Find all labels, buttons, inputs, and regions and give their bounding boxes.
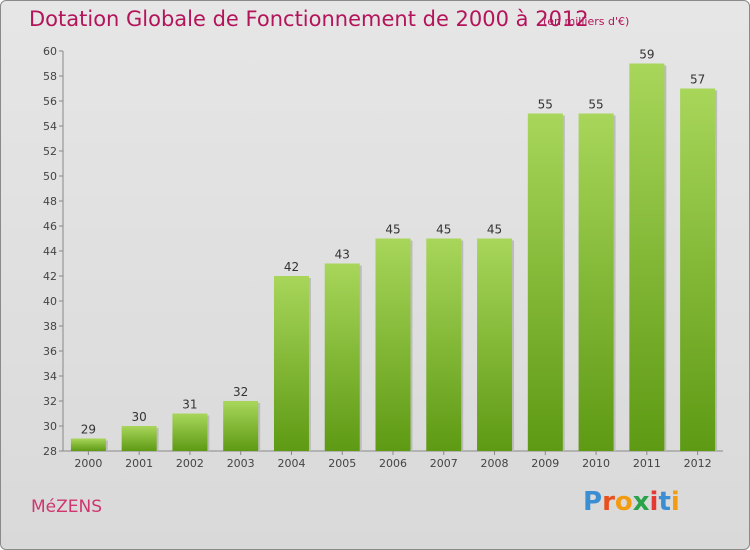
- y-tick-label: 48: [43, 195, 57, 208]
- y-tick-label: 56: [43, 95, 57, 108]
- bar: [223, 401, 259, 451]
- x-tick-label: 2001: [125, 457, 153, 470]
- bar-value-label: 45: [385, 223, 400, 237]
- x-tick-label: 2008: [481, 457, 509, 470]
- logo-letter: r: [602, 487, 615, 517]
- y-tick-label: 40: [43, 295, 57, 308]
- commune-name: MéZENS: [31, 497, 103, 517]
- y-tick-label: 58: [43, 70, 57, 83]
- bar-value-label: 30: [132, 410, 147, 424]
- x-tick-label: 2000: [74, 457, 102, 470]
- y-tick-label: 60: [43, 45, 57, 58]
- y-tick-label: 28: [43, 445, 57, 458]
- proxiti-logo[interactable]: Proxiti: [583, 487, 680, 517]
- y-tick-label: 34: [43, 370, 57, 383]
- x-tick-label: 2007: [430, 457, 458, 470]
- logo-letter: x: [632, 487, 650, 517]
- bar: [172, 413, 208, 451]
- bar-value-label: 32: [233, 385, 248, 399]
- logo-letter: P: [583, 487, 603, 517]
- bar: [680, 88, 716, 451]
- bar: [629, 63, 665, 451]
- bar-value-label: 57: [690, 73, 705, 87]
- bar-value-label: 55: [538, 98, 553, 112]
- x-tick-label: 2009: [531, 457, 559, 470]
- bar-value-label: 59: [639, 48, 654, 62]
- bar-value-label: 45: [436, 223, 451, 237]
- bar: [578, 113, 614, 451]
- y-tick-label: 50: [43, 170, 57, 183]
- bar-value-label: 43: [335, 248, 350, 262]
- y-tick-label: 30: [43, 420, 57, 433]
- x-tick-label: 2005: [328, 457, 356, 470]
- bar: [324, 263, 360, 451]
- y-tick-label: 32: [43, 395, 57, 408]
- x-tick-label: 2012: [684, 457, 712, 470]
- x-tick-label: 2006: [379, 457, 407, 470]
- bar-value-label: 42: [284, 260, 299, 274]
- y-tick-label: 38: [43, 320, 57, 333]
- bar: [527, 113, 563, 451]
- bar: [70, 438, 106, 451]
- x-tick-label: 2010: [582, 457, 610, 470]
- bar-value-label: 29: [81, 423, 96, 437]
- chart-title: Dotation Globale de Fonctionnement de 20…: [29, 7, 589, 31]
- logo-letter: o: [614, 487, 633, 517]
- logo-letter: i: [670, 487, 680, 517]
- bar: [375, 238, 411, 451]
- chart-subtitle: (en milliers d'€): [543, 15, 630, 28]
- y-tick-label: 54: [43, 120, 57, 133]
- bar: [477, 238, 513, 451]
- x-tick-label: 2004: [277, 457, 305, 470]
- y-tick-label: 52: [43, 145, 57, 158]
- bar-value-label: 31: [182, 398, 197, 412]
- y-tick-label: 44: [43, 245, 57, 258]
- x-tick-label: 2011: [633, 457, 661, 470]
- bar: [273, 276, 309, 451]
- y-tick-label: 36: [43, 345, 57, 358]
- x-tick-label: 2002: [176, 457, 204, 470]
- bar-value-label: 45: [487, 223, 502, 237]
- bar-value-label: 55: [588, 98, 603, 112]
- bar: [121, 426, 157, 451]
- bar: [426, 238, 462, 451]
- x-tick-label: 2003: [227, 457, 255, 470]
- y-tick-label: 42: [43, 270, 57, 283]
- logo-letter: t: [658, 487, 671, 517]
- y-tick-label: 46: [43, 220, 57, 233]
- logo-letter: i: [649, 487, 659, 517]
